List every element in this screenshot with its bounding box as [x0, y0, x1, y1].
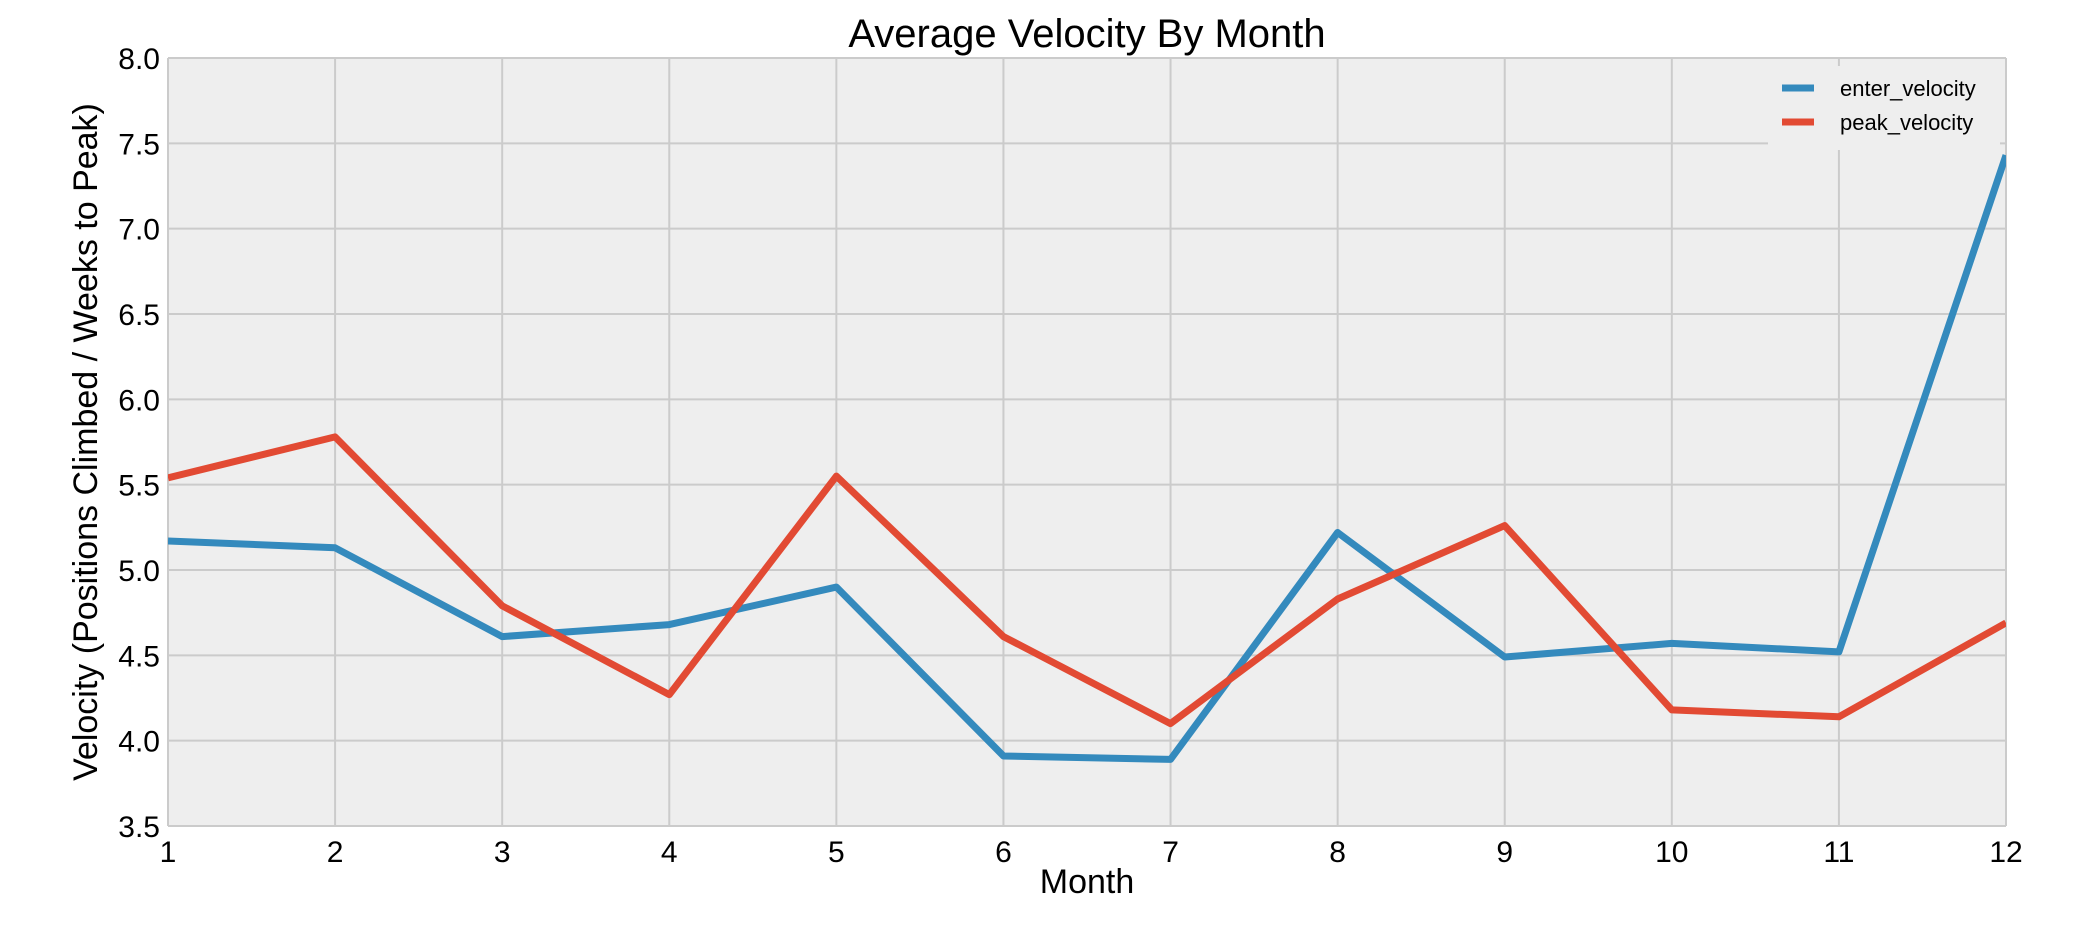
- x-tick-label: 2: [327, 836, 344, 869]
- legend: enter_velocity peak_velocity: [1768, 66, 2000, 150]
- plot-area: [168, 58, 2006, 826]
- x-tick-label: 6: [995, 836, 1012, 869]
- x-axis-label: Month: [1040, 863, 1135, 901]
- x-tick-label: 11: [1823, 836, 1854, 869]
- legend-label-enter-velocity: enter_velocity: [1840, 76, 1976, 101]
- x-tick-label: 1: [160, 836, 177, 869]
- x-tick-label: 10: [1655, 836, 1688, 869]
- y-tick-label: 5.5: [118, 470, 160, 503]
- y-axis: 3.5 4.0 4.5 5.0 5.5 6.0 6.5 7.0 7.5 8.0: [118, 43, 160, 844]
- x-tick-label: 3: [494, 836, 511, 869]
- y-tick-label: 8.0: [118, 43, 160, 76]
- series-layer: [168, 154, 2006, 763]
- legend-box: [1768, 66, 2000, 150]
- y-tick-label: 5.0: [118, 555, 160, 588]
- x-tick-label: 4: [661, 836, 678, 869]
- x-tick-label: 7: [1162, 836, 1179, 869]
- legend-label-peak-velocity: peak_velocity: [1840, 110, 1973, 135]
- x-axis: 1 2 3 4 5 6 7 8 9 10 11 12: [160, 836, 2023, 869]
- x-tick-label: 12: [1989, 836, 2022, 869]
- series-line-enter-velocity: [168, 154, 2006, 763]
- y-tick-label: 7.0: [118, 214, 160, 247]
- x-tick-label: 9: [1496, 836, 1513, 869]
- series-line-peak-velocity: [168, 433, 2006, 728]
- y-tick-label: 4.5: [118, 640, 160, 673]
- y-tick-label: 6.0: [118, 384, 160, 417]
- x-tick-label: 8: [1329, 836, 1346, 869]
- y-tick-label: 6.5: [118, 299, 160, 332]
- x-tick-label: 5: [828, 836, 845, 869]
- grid-lines: [167, 57, 2007, 827]
- y-tick-label: 7.5: [118, 128, 160, 161]
- y-tick-label: 4.0: [118, 726, 160, 759]
- y-axis-label: Velocity (Positions Climbed / Weeks to P…: [67, 103, 105, 781]
- chart-title: Average Velocity By Month: [848, 12, 1325, 56]
- y-tick-label: 3.5: [118, 811, 160, 844]
